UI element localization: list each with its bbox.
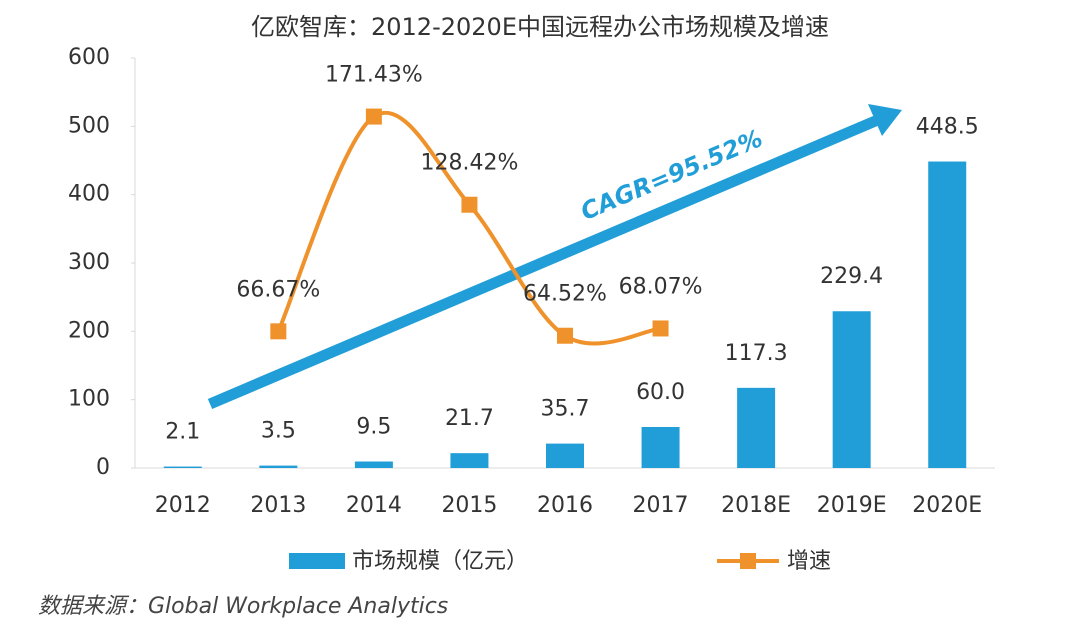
growth-marker	[652, 320, 669, 337]
x-tick-label: 2018E	[721, 493, 791, 518]
bar	[832, 311, 871, 468]
y-tick-label: 500	[68, 113, 110, 138]
growth-value-label: 66.67%	[236, 277, 320, 302]
growth-marker	[461, 196, 478, 213]
growth-marker	[270, 323, 287, 340]
chart-title: 亿欧智库：2012-2020E中国远程办公市场规模及增速	[251, 13, 829, 41]
x-tick-label: 2019E	[817, 493, 887, 518]
x-tick-label: 2020E	[912, 493, 982, 518]
bar-value-label: 9.5	[356, 415, 391, 440]
growth-value-label: 64.52%	[523, 282, 607, 307]
bar	[259, 465, 298, 468]
bar-value-label: 35.7	[541, 397, 590, 422]
x-tick-label: 2015	[441, 493, 497, 518]
y-tick-label: 600	[68, 45, 110, 70]
bar-value-label: 2.1	[165, 420, 200, 445]
legend-label: 市场规模（亿元）	[352, 549, 528, 574]
bar-value-label: 60.0	[636, 380, 685, 405]
bar	[450, 453, 489, 468]
y-tick-label: 300	[68, 250, 110, 275]
x-tick-label: 2012	[155, 493, 211, 518]
bar-value-label: 448.5	[916, 115, 979, 140]
bar-value-label: 229.4	[820, 264, 883, 289]
legend-swatch	[289, 553, 345, 569]
growth-value-label: 68.07%	[619, 274, 703, 299]
bar	[163, 466, 202, 468]
bar-value-label: 3.5	[261, 419, 296, 444]
bar	[737, 387, 776, 468]
y-tick-label: 0	[96, 455, 110, 480]
x-tick-label: 2016	[537, 493, 593, 518]
x-tick-label: 2014	[346, 493, 402, 518]
y-tick-label: 200	[68, 318, 110, 343]
growth-line	[276, 111, 661, 346]
x-tick-label: 2017	[633, 493, 689, 518]
legend-label: 增速	[787, 549, 831, 574]
y-tick-label: 100	[68, 387, 110, 412]
legend-swatch	[740, 553, 756, 569]
growth-marker	[365, 108, 382, 125]
bar-value-label: 21.7	[445, 406, 494, 431]
bar	[546, 443, 584, 468]
x-tick-label: 2013	[250, 493, 306, 518]
bar	[641, 427, 680, 468]
growth-value-label: 128.42%	[420, 151, 518, 176]
cagr-arrow	[207, 113, 883, 410]
y-tick-label: 400	[68, 182, 110, 207]
bar	[354, 461, 393, 468]
bar	[928, 161, 967, 468]
growth-value-label: 171.43%	[325, 63, 423, 88]
bar-value-label: 117.3	[725, 341, 788, 366]
source-note: 数据来源：Global Workplace Analytics	[38, 594, 448, 619]
cagr-arrowhead	[868, 104, 902, 136]
growth-marker	[557, 327, 573, 344]
